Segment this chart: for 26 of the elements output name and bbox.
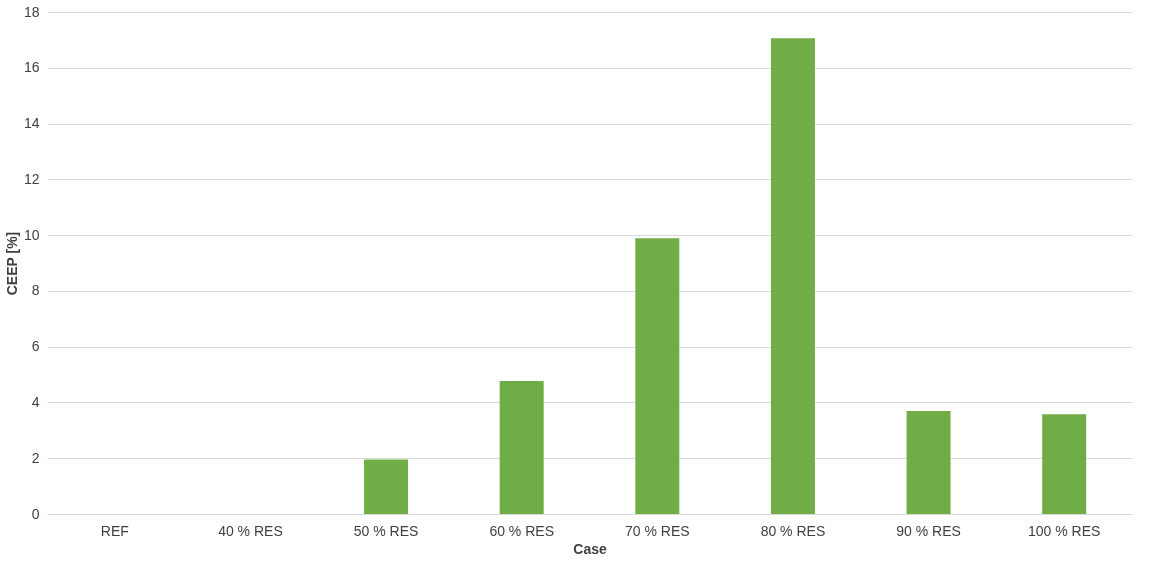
x-tick-label: 60 % RES	[489, 522, 554, 539]
y-axis-title: CEEP [%]	[3, 231, 20, 296]
y-tick-label: 12	[23, 170, 40, 187]
bar	[770, 38, 815, 514]
bar	[635, 238, 680, 514]
x-tick-label: 100 % RES	[1028, 522, 1101, 539]
y-tick-label: 2	[31, 449, 40, 466]
bar	[499, 380, 544, 514]
y-tick-label: 18	[23, 3, 40, 20]
y-tick-label: 6	[31, 338, 40, 355]
y-tick-label: 4	[31, 393, 40, 410]
bar	[364, 459, 409, 514]
x-axis-title: Case	[573, 540, 607, 557]
y-tick-label: 10	[23, 226, 40, 243]
y-tick-label: 14	[23, 115, 40, 132]
x-tick-label: 40 % RES	[218, 522, 283, 539]
bar	[1042, 414, 1087, 514]
y-tick-label: 8	[31, 282, 40, 299]
y-tick-label: 16	[23, 59, 40, 76]
x-tick-label: 70 % RES	[625, 522, 690, 539]
y-tick-label: 0	[31, 505, 40, 522]
x-tick-label: 80 % RES	[760, 522, 826, 539]
x-tick-label: 90 % RES	[896, 522, 961, 539]
bar	[906, 411, 951, 514]
x-tick-label: 50 % RES	[353, 522, 419, 539]
x-tick-label: REF	[100, 522, 129, 539]
